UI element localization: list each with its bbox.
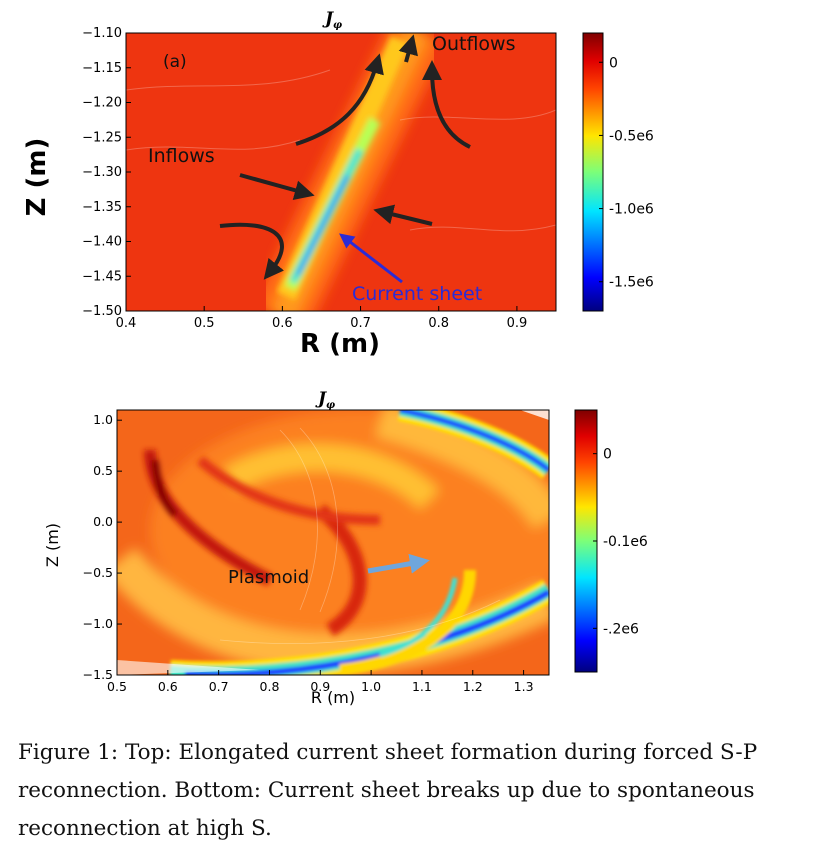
bottom-colorbar-tick-label: 0 xyxy=(603,447,612,463)
top-y-ticks: −1.10 −1.15 −1.20 −1.25 −1.30 −1.35 −1.40 −1.45… xyxy=(82,26,131,319)
bottom-y-tick-label: 0.5 xyxy=(93,463,113,478)
top-y-tick-label: −1.50 xyxy=(82,304,122,319)
top-heatmap xyxy=(126,33,556,311)
top-arrows xyxy=(219,34,471,284)
bottom-contour-lines xyxy=(219,427,501,644)
bottom-y-tick-label: −0.5 xyxy=(83,565,113,580)
bottom-y-tick-label: −1.0 xyxy=(83,616,113,631)
bottom-x-tick-label: 1.3 xyxy=(514,679,534,694)
inflow-arrow-right xyxy=(373,204,433,226)
top-y-tick-label: −1.35 xyxy=(82,200,122,215)
bottom-x-ticks: 0.5 0.6 0.7 0.8 0.9 1.0 1.1 1.2 1.3 xyxy=(107,670,534,694)
bottom-y-tick-label: −1.5 xyxy=(83,667,113,682)
bottom-lower-left-blank xyxy=(117,660,260,675)
top-y-tick-label: −1.20 xyxy=(82,96,122,111)
top-x-tick-label: 0.7 xyxy=(350,316,371,331)
bottom-title: Jφ xyxy=(315,389,335,411)
bottom-x-tick-label: 1.0 xyxy=(361,679,381,694)
bottom-x-tick-label: 0.5 xyxy=(107,679,127,694)
top-x-tick-label: 0.5 xyxy=(194,316,215,331)
top-colorbar-tick-label: -0.5e6 xyxy=(609,128,654,144)
top-panel: Jφ (a) xyxy=(22,9,654,359)
bottom-y-tick-label: 1.0 xyxy=(93,412,113,427)
outflow-arrow-center xyxy=(398,34,418,63)
top-y-tick-label: −1.10 xyxy=(82,26,122,41)
bottom-y-ticks: 1.0 0.5 0.0 −0.5 −1.0 −1.5 xyxy=(83,412,122,682)
top-y-tick-label: −1.15 xyxy=(82,61,122,76)
plasmoid-arrow xyxy=(367,553,430,574)
outflow-arrow-right xyxy=(422,60,471,149)
bottom-panel: Jφ xyxy=(43,389,648,707)
bottom-heatmap xyxy=(117,410,549,675)
bottom-x-tick-label: 1.2 xyxy=(463,679,483,694)
bottom-plot-frame xyxy=(116,409,550,676)
annotation-plasmoid: Plasmoid xyxy=(228,567,309,588)
top-colorbar xyxy=(582,32,604,312)
annotation-outflows: Outflows xyxy=(432,33,515,55)
top-y-tick-label: −1.45 xyxy=(82,269,122,284)
figure-caption: Figure 1: Top: Elongated current sheet f… xyxy=(18,740,758,841)
annotation-current-sheet: Current sheet xyxy=(352,283,482,305)
inflow-arrow-lower-left xyxy=(219,222,285,280)
bottom-x-tick-label: 0.8 xyxy=(260,679,280,694)
top-x-tick-label: 0.9 xyxy=(507,316,528,331)
top-x-ticks: 0.4 0.5 0.6 0.7 0.8 0.9 xyxy=(116,306,528,331)
bottom-x-tick-label: 1.1 xyxy=(412,679,432,694)
top-y-tick-label: −1.30 xyxy=(82,165,122,180)
bottom-x-axis-label: R (m) xyxy=(311,688,355,707)
inflow-arrow-upper-left xyxy=(239,173,315,200)
bottom-x-tick-label: 0.6 xyxy=(158,679,178,694)
bottom-colorbar-tick-label: -.2e6 xyxy=(603,621,639,637)
top-colorbar-tick-label: -1.0e6 xyxy=(609,202,654,218)
top-colorbar-ticks: 0 -0.5e6 -1.0e6 -1.5e6 xyxy=(599,55,654,291)
bottom-colorbar-tick-label: -0.1e6 xyxy=(603,534,648,550)
outflow-arrow-left xyxy=(295,53,384,146)
top-title: Jφ xyxy=(322,9,342,31)
bottom-y-tick-label: 0.0 xyxy=(93,514,113,529)
top-current-sheet xyxy=(276,35,410,301)
bottom-x-tick-label: 0.7 xyxy=(209,679,229,694)
top-x-tick-label: 0.6 xyxy=(272,316,293,331)
panel-label-a: (a) xyxy=(163,52,187,72)
figure: Jφ (a) xyxy=(22,9,654,707)
top-colorbar-tick-label: 0 xyxy=(609,55,618,71)
bottom-x-tick-label: 0.9 xyxy=(310,679,330,694)
bottom-dark-bands xyxy=(144,449,381,636)
top-y-tick-label: −1.40 xyxy=(82,235,122,250)
annotation-inflows: Inflows xyxy=(148,145,215,167)
top-y-tick-label: −1.25 xyxy=(82,130,122,145)
current-sheet-arrow xyxy=(339,233,403,284)
top-x-tick-label: 0.4 xyxy=(116,316,137,331)
bottom-upper-right-blank xyxy=(520,410,549,420)
top-x-tick-label: 0.8 xyxy=(428,316,449,331)
top-y-axis-label: Z (m) xyxy=(22,138,52,217)
top-contour-lines xyxy=(126,69,556,232)
bottom-outer-current-band xyxy=(169,410,549,675)
top-x-axis-label: R (m) xyxy=(300,329,380,359)
bottom-y-axis-label: Z (m) xyxy=(43,523,62,567)
bottom-colorbar-ticks: 0 -0.1e6 -.2e6 xyxy=(593,447,648,637)
top-colorbar-tick-label: -1.5e6 xyxy=(609,275,654,291)
